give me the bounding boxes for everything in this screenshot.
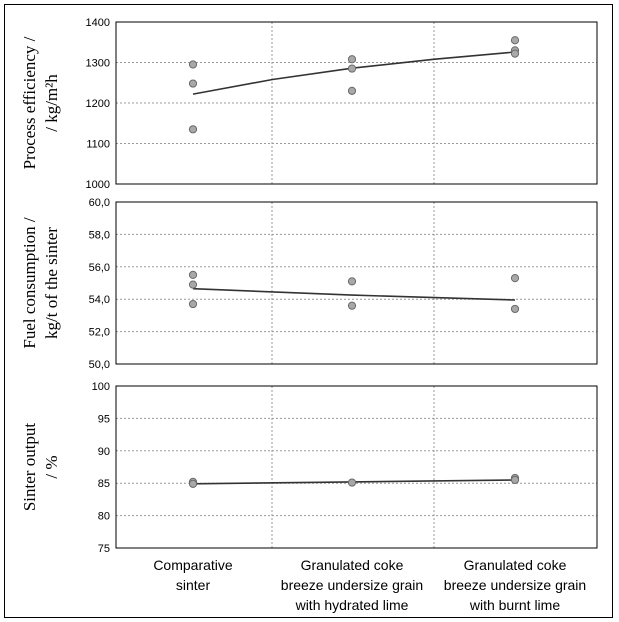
data-point bbox=[188, 270, 198, 279]
y-tick-label: 1100 bbox=[86, 139, 110, 151]
data-point bbox=[188, 479, 198, 488]
data-point bbox=[188, 79, 198, 88]
data-point bbox=[347, 55, 357, 64]
data-point bbox=[188, 60, 198, 69]
panel-3: 75 80 85 90 95 100 Sinter output / % bbox=[20, 381, 598, 555]
y-axis-label-line: / kg/m²h bbox=[42, 74, 61, 132]
x-category-label: breeze undersize grain bbox=[281, 577, 423, 593]
data-point bbox=[347, 86, 357, 95]
x-category-label: sinter bbox=[176, 577, 211, 593]
y-tick-label: 1000 bbox=[86, 179, 110, 191]
data-point bbox=[510, 49, 520, 58]
y-tick-label: 100 bbox=[92, 381, 110, 393]
y-tick-label: 1400 bbox=[86, 17, 110, 29]
plot-area bbox=[115, 385, 598, 549]
y-tick-label: 1300 bbox=[86, 58, 110, 70]
y-tick-label: 85 bbox=[98, 478, 110, 490]
data-point bbox=[188, 299, 198, 309]
y-tick-label: 58,0 bbox=[89, 229, 110, 241]
trend-line bbox=[192, 287, 516, 301]
data-point bbox=[510, 304, 520, 314]
data-point bbox=[510, 36, 520, 45]
panel-2: 50,0 52,0 54,0 56,0 58,0 60,0 Fuel consumption… bbox=[20, 197, 598, 371]
y-tick-label: 52,0 bbox=[89, 327, 110, 339]
x-category-label: Comparative bbox=[153, 557, 233, 573]
y-axis-label-line: Fuel consumption / bbox=[20, 217, 39, 349]
data-point bbox=[347, 301, 357, 310]
y-axis-label-line: / % bbox=[42, 455, 61, 478]
y-tick-label: 1200 bbox=[86, 98, 110, 110]
y-tick-label: 50,0 bbox=[89, 359, 110, 371]
data-point bbox=[510, 475, 520, 485]
data-point bbox=[188, 125, 198, 134]
y-tick-label: 80 bbox=[98, 511, 110, 523]
y-axis-label-line: kg/t of the sinter bbox=[42, 227, 61, 339]
panel-1: 1000 1100 1200 1300 1400 Process efficiency /… bbox=[20, 17, 598, 191]
y-tick-label: 75 bbox=[98, 543, 110, 555]
y-tick-label: 54,0 bbox=[89, 294, 110, 306]
data-point bbox=[510, 274, 520, 283]
x-category-label: with burnt lime bbox=[469, 597, 560, 613]
x-category-label: Granulated coke bbox=[464, 557, 567, 573]
y-axis-label-line: Sinter output bbox=[20, 423, 39, 512]
data-point bbox=[188, 280, 198, 289]
y-tick-label: 60,0 bbox=[89, 197, 110, 209]
data-point bbox=[347, 478, 357, 487]
x-category-label: with hydrated lime bbox=[295, 597, 409, 613]
x-category-label: Granulated coke bbox=[301, 557, 404, 573]
x-category-label: breeze undersize grain bbox=[444, 577, 586, 593]
plot-area bbox=[115, 21, 598, 185]
y-axis-label-line: Process efficiency / bbox=[20, 36, 39, 169]
y-tick-label: 90 bbox=[98, 446, 110, 458]
y-tick-label: 56,0 bbox=[89, 262, 110, 274]
y-tick-label: 95 bbox=[98, 413, 110, 425]
data-point bbox=[347, 64, 357, 73]
plot-area bbox=[115, 201, 598, 365]
data-point bbox=[347, 277, 357, 286]
